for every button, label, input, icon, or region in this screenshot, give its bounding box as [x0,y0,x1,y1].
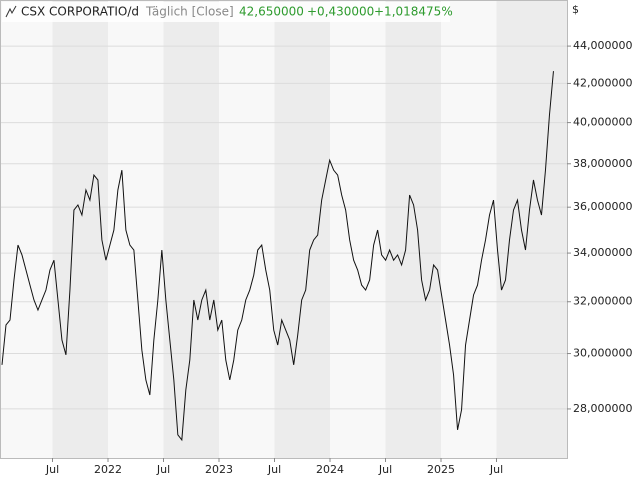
x-tick-label: Jul [378,463,392,476]
x-tick-label: 2025 [427,463,455,476]
pct-change: +1,018475% [374,5,453,19]
y-tick-label: 34,000000 [573,246,633,259]
subtitle: Täglich [Close] [145,5,234,19]
period-band [52,0,109,458]
abs-change: +0,430000 [307,5,374,19]
x-tick-label: Jul [156,463,170,476]
period-band [163,0,220,458]
last-price: 42,650000 [239,5,304,19]
y-tick-label: 30,000000 [573,347,633,360]
y-tick-label: 36,000000 [573,200,633,213]
line-icon [5,5,17,18]
y-tick-label: 40,000000 [573,116,633,129]
header-background [2,2,450,22]
x-tick-label: 2022 [94,463,122,476]
x-tick-label: Jul [267,463,281,476]
period-band [496,0,567,458]
plot-border [0,0,568,459]
x-tick-label: Jul [489,463,503,476]
price-line [1,71,554,442]
x-tick-label: 2024 [316,463,344,476]
period-band [385,0,442,458]
x-tick-label: 2023 [205,463,233,476]
y-tick-label: 44,000000 [573,39,633,52]
y-tick-label: 42,000000 [573,76,633,89]
y-axis-unit: $ [572,3,579,16]
header: CSX CORPORATIO/d Täglich [Close] 42,6500… [2,2,453,22]
period-band [274,0,331,458]
x-tick-label: Jul [45,463,59,476]
symbol-title: CSX CORPORATIO/d [21,5,139,19]
y-tick-label: 28,000000 [573,402,633,415]
y-tick-label: 32,000000 [573,295,633,308]
y-tick-label: 38,000000 [573,157,633,170]
